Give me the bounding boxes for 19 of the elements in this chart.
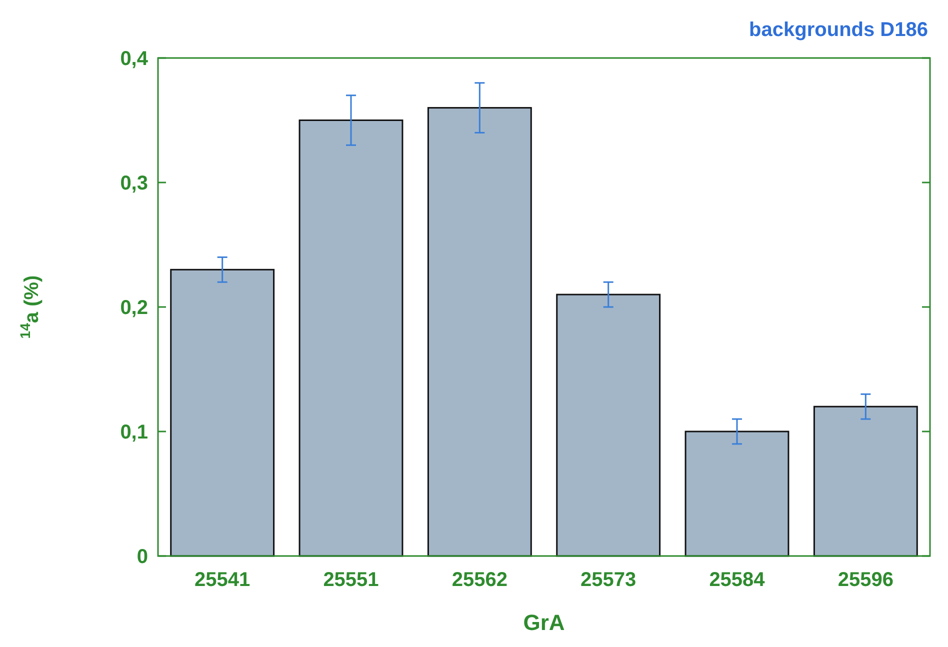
- y-tick-label: 0,1: [120, 422, 148, 444]
- bar: [298, 120, 404, 557]
- y-tick-label: 0,3: [120, 172, 148, 194]
- bar: [427, 107, 532, 557]
- y-tick-label: 0,4: [120, 48, 149, 70]
- x-tick-label: 25573: [580, 569, 636, 591]
- bar: [170, 268, 275, 557]
- x-axis-title: GrA: [523, 610, 565, 635]
- x-tick-label: 25541: [194, 569, 250, 591]
- x-tick-label: 25551: [323, 569, 379, 591]
- x-tick-label: 25596: [838, 569, 894, 591]
- x-tick-label: 25562: [452, 569, 508, 591]
- y-tick-label: 0: [136, 546, 148, 568]
- bar: [684, 430, 790, 557]
- y-tick-label: 0,2: [120, 297, 148, 319]
- bar: [813, 406, 918, 557]
- chart-title: backgrounds D186: [749, 19, 928, 41]
- x-tick-label: 25584: [709, 569, 766, 591]
- bar: [556, 294, 661, 557]
